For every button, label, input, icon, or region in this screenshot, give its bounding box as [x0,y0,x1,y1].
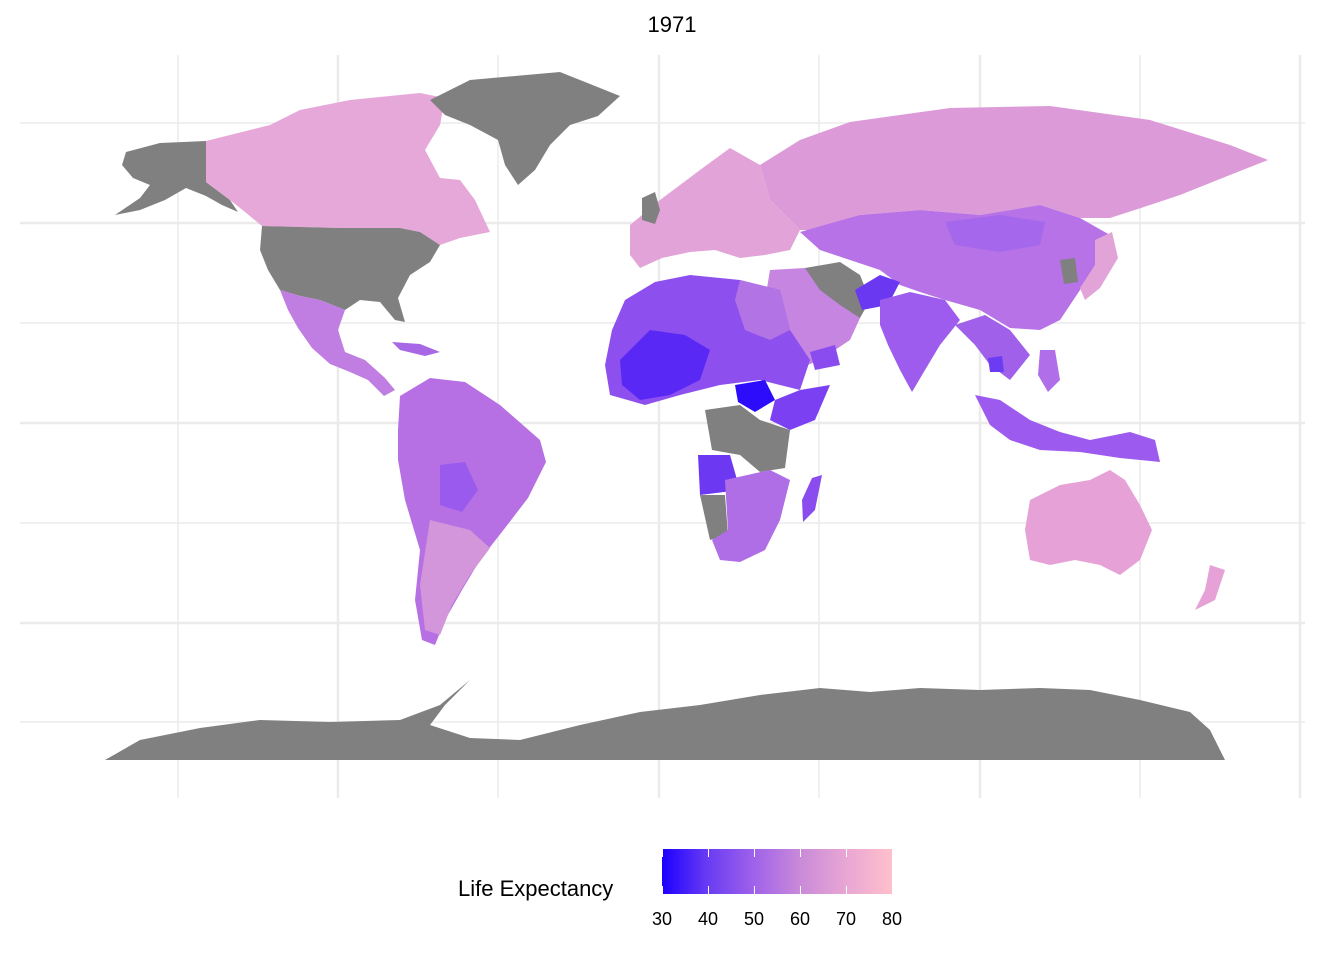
legend-tick-mark [892,886,893,894]
region-yemen [810,345,840,370]
region-central-africa [705,405,790,472]
legend-tick-label: 80 [881,909,903,929]
legend-tick-label: 70 [835,909,857,929]
region-indonesia-philippines [975,395,1160,462]
legend-tick-mark [754,886,755,894]
legend-tick-mark [708,849,709,857]
legend-tick-mark [662,849,663,857]
region-southern-cone [420,520,490,635]
region-mexico-central-america [280,290,395,396]
legend-tick-mark [846,849,847,857]
region-uk [642,192,660,224]
region-madagascar [802,475,822,522]
region-korea [1060,258,1078,284]
legend-tick-mark [800,886,801,894]
region-australia [1025,470,1152,575]
region-south-america [398,378,546,645]
legend-tick-label: 30 [651,909,673,929]
region-japan [1080,232,1118,300]
region-greenland [430,72,620,185]
region-russia [760,106,1268,230]
region-egypt-libya [735,280,790,340]
region-namibia [700,495,728,540]
region-bolivia [440,462,478,512]
region-europe [630,148,800,268]
legend-tick-mark [800,849,801,857]
region-philippines [1038,350,1060,392]
region-usa [260,226,440,322]
legend-tick-mark [662,886,663,894]
region-east-africa [770,385,830,430]
region-cambodia [988,356,1004,372]
region-mongolia [945,215,1045,252]
region-iran [805,262,870,318]
region-south-sudan [735,380,775,412]
region-india [880,292,960,392]
legend-tick-mark [892,849,893,857]
legend-tick-label: 60 [789,909,811,929]
legend-color-bar [662,849,892,894]
legend-title: Life Expectancy [458,876,614,901]
region-new-zealand [1195,565,1225,610]
region-southern-africa [712,470,790,562]
legend-tick-label: 40 [697,909,719,929]
region-southeast-asia [955,315,1030,380]
map-title: 1971 [647,12,697,37]
region-caribbean [392,342,440,356]
legend-tick-mark [846,886,847,894]
legend-tick-mark [754,849,755,857]
region-antarctica [105,680,1225,760]
region-canada [206,93,490,245]
region-alaska [115,141,238,215]
legend-tick-label: 50 [743,909,765,929]
region-west-africa [620,330,710,400]
legend-tick-mark [708,886,709,894]
